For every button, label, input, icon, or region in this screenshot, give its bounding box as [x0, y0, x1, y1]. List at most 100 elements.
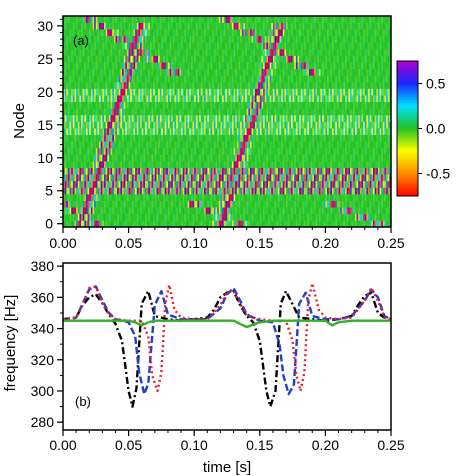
heatmap-cell: [202, 207, 205, 215]
heatmap-cell: [299, 95, 302, 103]
heatmap-cell: [63, 154, 66, 162]
heatmap-cell: [79, 101, 82, 109]
heatmap-cell: [69, 141, 72, 149]
heatmap-cell: [202, 121, 205, 129]
heatmap-cell: [153, 75, 156, 83]
heatmap-cell: [377, 81, 380, 89]
heatmap-cell: [213, 68, 216, 76]
heatmap-cell: [381, 154, 384, 162]
heatmap-cell: [161, 101, 164, 109]
heatmap-cell: [235, 114, 238, 122]
heatmap-cell: [143, 141, 146, 149]
heatmap-cell: [309, 167, 312, 175]
heatmap-cell: [118, 161, 121, 168]
heatmap-cell: [223, 62, 226, 70]
heatmap-cell: [243, 62, 246, 70]
heatmap-cell: [271, 108, 274, 116]
heatmap-cell: [161, 200, 164, 208]
heatmap-cell: [292, 154, 295, 162]
heatmap-cell: [240, 128, 243, 135]
heatmap-cell: [208, 62, 211, 70]
heatmap-cell: [125, 220, 128, 227]
heatmap-cell: [130, 62, 133, 70]
heatmap-cell: [368, 88, 371, 96]
heatmap-cell: [200, 187, 203, 195]
heatmap-cell: [246, 121, 249, 129]
heatmap-cell: [128, 174, 131, 182]
heatmap-cell: [376, 134, 379, 142]
heatmap-cell: [102, 68, 105, 76]
heatmap-cell: [354, 121, 357, 129]
heatmap-cell: [208, 141, 211, 149]
heatmap-cell: [272, 88, 275, 96]
heatmap-cell: [94, 81, 97, 89]
heatmap-cell: [167, 75, 170, 83]
heatmap-cell: [287, 213, 290, 221]
heatmap-cell: [136, 187, 139, 195]
heatmap-cell: [153, 134, 156, 142]
heatmap-cell: [368, 207, 371, 215]
heatmap-cell: [135, 220, 138, 227]
heatmap-cell: [294, 167, 297, 175]
heatmap-cell: [89, 114, 92, 122]
heatmap-cell: [240, 81, 243, 89]
heatmap-cell: [149, 128, 152, 135]
heatmap-cell: [318, 174, 321, 182]
heatmap-cell: [333, 200, 336, 208]
heatmap-cell: [84, 147, 87, 155]
heatmap-cell: [190, 62, 193, 70]
heatmap-cell: [90, 68, 93, 76]
heatmap-cell: [213, 220, 216, 227]
heatmap-cell: [212, 62, 215, 70]
heatmap-cell: [99, 161, 102, 168]
heatmap-cell: [97, 95, 100, 103]
heatmap-cell: [63, 108, 66, 116]
heatmap-cell: [259, 101, 262, 109]
heatmap-cell: [187, 121, 190, 129]
heatmap-cell: [172, 114, 175, 122]
heatmap-cell: [97, 180, 100, 188]
heatmap-cell: [381, 134, 384, 142]
heatmap-cell: [140, 194, 143, 201]
heatmap-cell: [135, 141, 138, 149]
heatmap-cell: [379, 213, 382, 221]
heatmap-cell: [117, 161, 120, 168]
heatmap-cell: [149, 141, 152, 149]
heatmap-cell: [200, 147, 203, 155]
heatmap-cell: [287, 167, 290, 175]
heatmap-cell: [233, 194, 236, 201]
heatmap-cell: [202, 141, 205, 149]
heatmap-cell: [107, 88, 110, 96]
heatmap-cell: [131, 95, 134, 103]
heatmap-cell: [343, 141, 346, 149]
heatmap-cell: [356, 101, 359, 109]
heatmap-cell: [166, 147, 169, 155]
heatmap-cell: [215, 101, 218, 109]
heatmap-cell: [176, 75, 179, 83]
heatmap-cell: [81, 180, 84, 188]
heatmap-cell: [81, 200, 84, 208]
heatmap-cell: [246, 161, 249, 168]
heatmap-cell: [130, 128, 133, 135]
heatmap-cell: [204, 62, 207, 70]
heatmap-cell: [372, 88, 375, 96]
heatmap-cell: [118, 187, 121, 195]
heatmap-cell: [166, 81, 169, 89]
heatmap-cell: [282, 128, 285, 135]
heatmap-cell: [259, 95, 262, 103]
heatmap-cell: [346, 147, 349, 155]
heatmap-cell: [138, 68, 141, 76]
heatmap-cell: [341, 95, 344, 103]
heatmap-cell: [107, 81, 110, 89]
heatmap-cell: [154, 141, 157, 149]
heatmap-cell: [322, 95, 325, 103]
heatmap-cell: [186, 81, 189, 89]
heatmap-cell: [153, 88, 156, 96]
heatmap-cell: [374, 154, 377, 162]
heatmap-cell: [184, 128, 187, 135]
heatmap-cell: [312, 95, 315, 103]
heatmap-cell: [248, 114, 251, 122]
heatmap-cell: [77, 128, 80, 135]
heatmap-cell: [361, 187, 364, 195]
heatmap-cell: [243, 75, 246, 83]
